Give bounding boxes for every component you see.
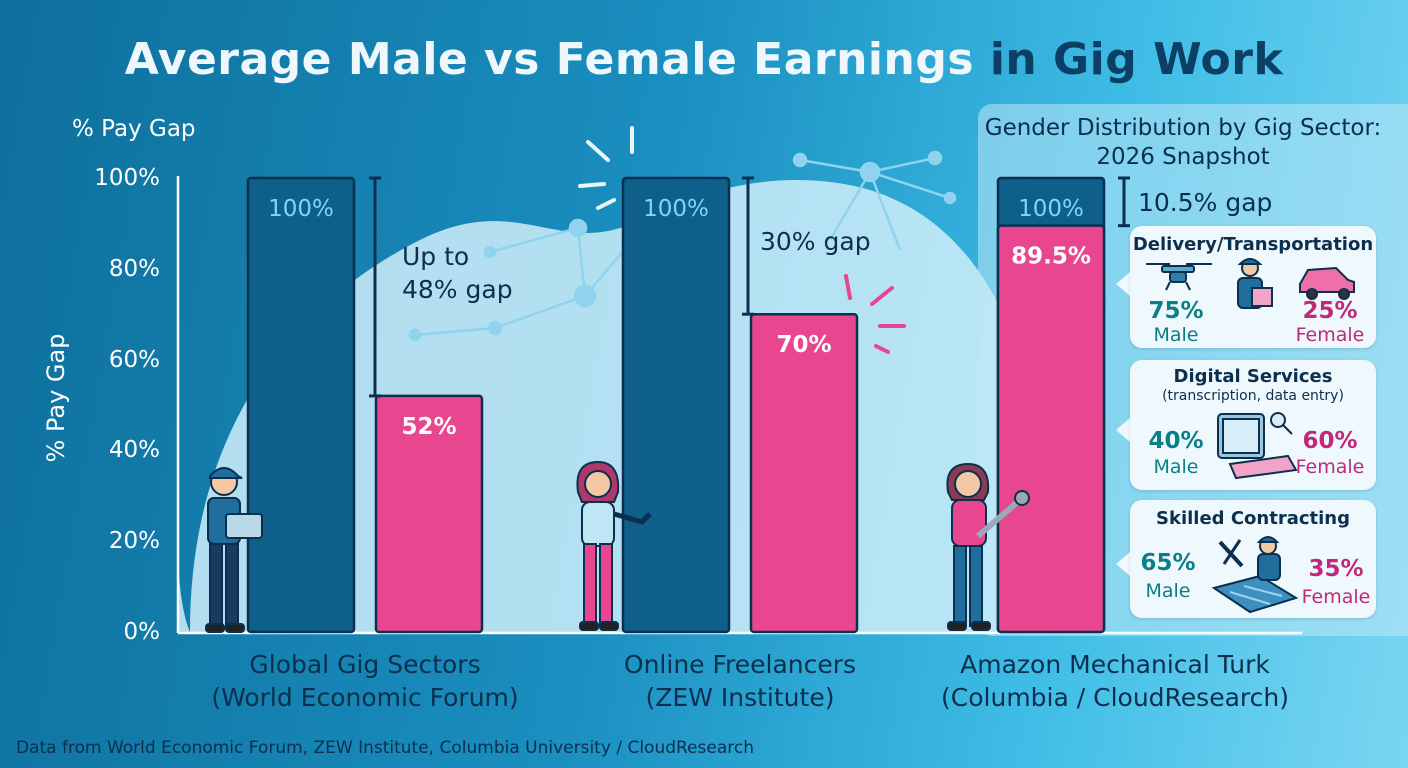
x-category-label: Amazon Mechanical Turk (Columbia / CloudR…	[941, 648, 1289, 714]
bar-value-label-male: 100%	[1018, 196, 1084, 222]
pink-sparkle-icon	[844, 274, 906, 354]
y-tick-label: 60%	[108, 346, 160, 373]
sector-card-delivery: Delivery/Transportation 75% Male 25% Fem…	[1130, 226, 1376, 348]
female-label: Female	[1295, 324, 1365, 346]
sector-card-skilled-contracting: Skilled Contracting 65% Male 35% Female	[1130, 500, 1376, 618]
female-percent: 60%	[1302, 428, 1358, 454]
female-label: Female	[1295, 456, 1365, 478]
panel-title: Gender Distribution by Gig Sector: 2026 …	[978, 114, 1388, 172]
male-percent: 40%	[1148, 428, 1204, 454]
man-with-laptop-icon	[205, 467, 263, 633]
male-percent: 75%	[1148, 298, 1204, 324]
bar-value-label-female: 89.5%	[1011, 244, 1091, 270]
gap-annotation: 30% gap	[760, 227, 871, 256]
bar-male	[246, 176, 356, 634]
female-percent: 25%	[1302, 298, 1358, 324]
category-line-2: (World Economic Forum)	[211, 683, 519, 712]
title-part-1: Average Male vs Female Earnings	[124, 34, 990, 85]
bar-male	[621, 176, 731, 634]
category-line-2: (Columbia / CloudResearch)	[941, 683, 1289, 712]
gap-annotation: 10.5% gap	[1138, 188, 1272, 217]
drone-delivery-car-icon	[1146, 258, 1355, 309]
footer-source: Data from World Economic Forum, ZEW Inst…	[16, 738, 754, 758]
bar-female	[996, 224, 1106, 634]
category-line-1: Amazon Mechanical Turk	[960, 650, 1270, 679]
bar-value-label-female: 52%	[401, 414, 456, 440]
y-tick-label: 0%	[123, 619, 161, 645]
bar-female	[749, 312, 859, 634]
card-pointer	[1116, 552, 1130, 576]
sector-card-digital-services: Digital Services (transcription, data en…	[1130, 360, 1376, 490]
woman-presenting-icon	[576, 460, 652, 631]
category-line-1: Global Gig Sectors	[249, 650, 481, 679]
female-percent: 35%	[1308, 556, 1364, 582]
sector-subtitle: (transcription, data entry)	[1162, 388, 1344, 404]
bar-value-label-male: 100%	[268, 196, 334, 222]
contractor-tools-icon	[1211, 536, 1299, 614]
bar-female	[374, 394, 484, 634]
y-tick-label: 40%	[108, 437, 160, 464]
panel-title-line-1: Gender Distribution by Gig Sector:	[984, 115, 1382, 141]
y-tick-label: 80%	[108, 255, 160, 282]
gap-annotation: Up to 48% gap	[402, 242, 513, 304]
tablet-keyboard-icon	[1217, 412, 1298, 480]
y-tick-label: 20%	[108, 528, 160, 555]
panel-title-line-2: 2026 Snapshot	[1096, 144, 1270, 170]
male-label: Male	[1153, 456, 1199, 478]
bar-value-label-male: 100%	[643, 196, 709, 222]
category-line-2: (ZEW Institute)	[645, 683, 835, 712]
sector-name: Digital Services	[1173, 366, 1333, 387]
male-label: Male	[1153, 324, 1199, 346]
sector-name: Delivery/Transportation	[1132, 234, 1374, 255]
male-label: Male	[1145, 580, 1191, 602]
card-pointer	[1116, 418, 1130, 442]
chart-title: Average Male vs Female Earnings in Gig W…	[0, 34, 1408, 85]
y-axis-label-top: % Pay Gap	[72, 116, 196, 142]
card-pointer	[1116, 272, 1130, 296]
bar-value-label-female: 70%	[776, 332, 831, 358]
sparkle-lines-icon	[578, 126, 634, 210]
x-category-label: Global Gig Sectors (World Economic Forum)	[211, 648, 518, 714]
category-line-1: Online Freelancers	[623, 650, 857, 679]
female-label: Female	[1301, 586, 1371, 608]
male-percent: 65%	[1140, 550, 1196, 576]
sector-name: Skilled Contracting	[1156, 508, 1350, 529]
woman-with-wrench-icon	[946, 462, 1030, 631]
x-category-label: Online Freelancers (ZEW Institute)	[624, 648, 856, 714]
y-tick-label: 100%	[94, 165, 160, 191]
network-lines-icon	[408, 150, 957, 342]
title-part-2: in Gig Work	[989, 34, 1284, 85]
